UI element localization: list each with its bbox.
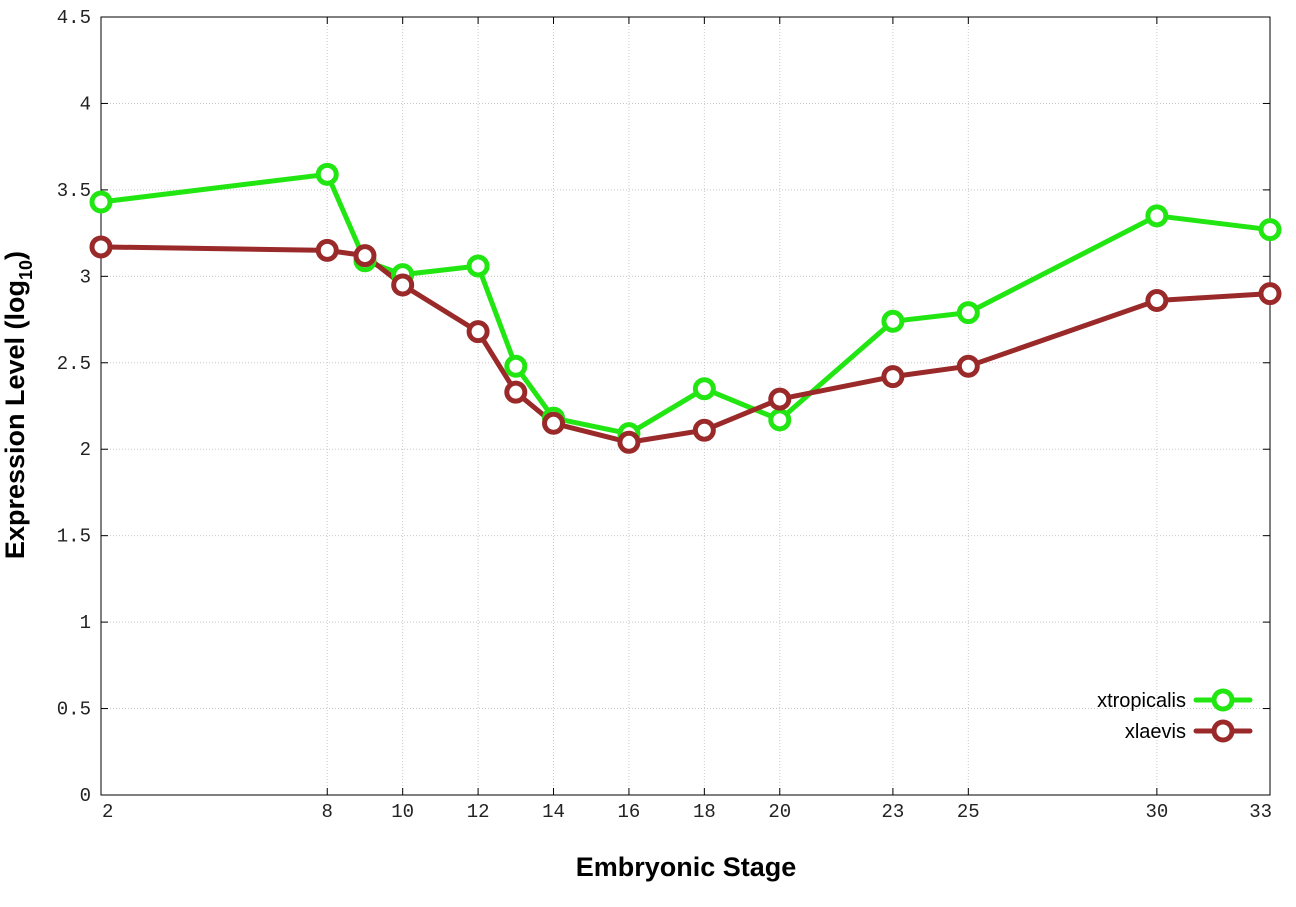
y-tick-label-4: 2: [80, 439, 91, 461]
x-tick-label-10: 10: [391, 801, 414, 823]
data-point-xtropicalis-13: [504, 354, 528, 378]
x-tick-label-33: 33: [1249, 801, 1272, 823]
y-tick-label-7: 3.5: [57, 180, 91, 202]
data-point-xtropicalis-8: [315, 162, 339, 186]
series-points: [89, 162, 1282, 454]
y-axis-title-main: Expression Level (log: [0, 280, 30, 559]
plot-frame: [100, 16, 1271, 796]
x-tick-label-14: 14: [542, 801, 565, 823]
x-tick-label-23: 23: [881, 801, 904, 823]
y-tick-label-5: 2.5: [57, 353, 91, 375]
data-point-xtropicalis-12: [466, 254, 490, 278]
x-tick-label-30: 30: [1145, 801, 1168, 823]
grid: [101, 17, 1270, 795]
series-line-xtropicalis: [98, 171, 1273, 437]
y-tick-label-6: 3: [80, 266, 91, 288]
y-tick-label-2: 1: [80, 612, 91, 634]
legend: xtropicalis xlaevis: [1097, 688, 1253, 743]
data-point-xlaevis-16: [617, 430, 641, 454]
data-point-xlaevis-8: [315, 238, 339, 262]
series-lines: [98, 171, 1273, 445]
data-point-xlaevis-13: [504, 380, 528, 404]
legend-marker-xtropicalis: [1211, 688, 1235, 712]
y-tick-label-0: 0: [80, 785, 91, 807]
y-axis-title-subscript: 10: [16, 260, 36, 280]
x-tick-label-18: 18: [693, 801, 716, 823]
y-axis-title-suffix: ): [0, 251, 30, 260]
data-point-xlaevis-10: [391, 273, 415, 297]
legend-marker-xlaevis: [1211, 719, 1235, 743]
data-point-xlaevis-2: [89, 235, 113, 259]
data-point-xlaevis-23: [881, 365, 905, 389]
legend-label-xtropicalis: xtropicalis: [1097, 690, 1186, 712]
tick-marks: [100, 16, 1271, 796]
data-point-xlaevis-30: [1145, 289, 1169, 313]
y-tick-label-3: 1.5: [57, 526, 91, 548]
data-point-xtropicalis-18: [692, 377, 716, 401]
x-tick-label-8: 8: [322, 801, 333, 823]
data-point-xlaevis-33: [1258, 282, 1282, 306]
y-axis-title: Expression Level (log10): [0, 251, 36, 559]
data-point-xtropicalis-33: [1258, 218, 1282, 242]
x-tick-label-20: 20: [768, 801, 791, 823]
x-tick-label-12: 12: [467, 801, 490, 823]
data-point-xlaevis-9: [353, 244, 377, 268]
data-point-xlaevis-25: [956, 354, 980, 378]
data-point-xtropicalis-30: [1145, 204, 1169, 228]
data-point-xlaevis-12: [466, 320, 490, 344]
data-point-xtropicalis-20: [768, 408, 792, 432]
y-tick-label-8: 4: [80, 93, 91, 115]
x-tick-label-25: 25: [957, 801, 980, 823]
legend-label-xlaevis: xlaevis: [1125, 721, 1186, 743]
x-tick-label-2: 2: [102, 801, 113, 823]
y-tick-label-9: 4.5: [57, 7, 91, 29]
x-tick-labels: 2 8 10 12 14 16 18 20 23 25 30 33: [102, 801, 1272, 823]
data-point-xtropicalis-2: [89, 190, 113, 214]
data-point-xlaevis-20: [768, 387, 792, 411]
x-axis-title: Embryonic Stage: [576, 852, 797, 882]
x-tick-label-16: 16: [618, 801, 641, 823]
data-point-xlaevis-14: [542, 411, 566, 435]
data-point-xtropicalis-25: [956, 301, 980, 325]
y-tick-label-1: 0.5: [57, 699, 91, 721]
data-point-xtropicalis-23: [881, 309, 905, 333]
y-tick-labels: 0 0.5 1 1.5 2 2.5 3 3.5 4 4.5: [57, 7, 91, 807]
data-point-xlaevis-18: [692, 418, 716, 442]
